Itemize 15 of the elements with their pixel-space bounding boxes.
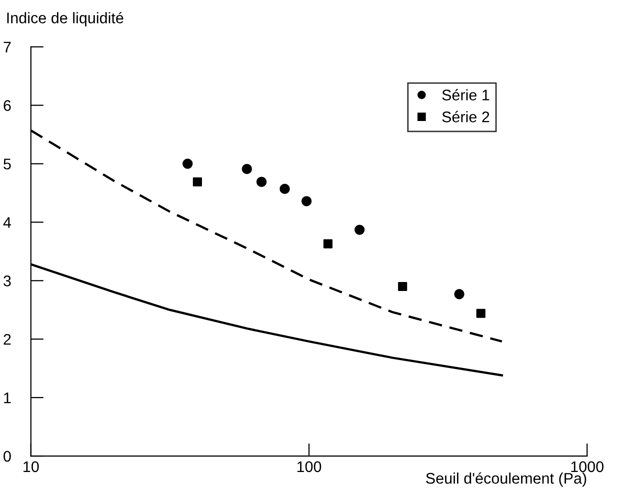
x-tick-label: 10 bbox=[24, 461, 39, 472]
legend-label: Série 2 bbox=[442, 110, 490, 122]
y-tick-label: 7 bbox=[4, 42, 11, 52]
y-tick-label: 5 bbox=[4, 158, 11, 170]
legend-label: Série 1 bbox=[442, 89, 490, 100]
x-axis-title: Seuil d'écoulement (Pa) bbox=[426, 472, 586, 487]
y-tick-label: 0 bbox=[4, 450, 11, 462]
y-axis-title: Indice de liquidité bbox=[7, 12, 124, 26]
x-tick-label: 100 bbox=[297, 461, 322, 472]
y-tick-label: 4 bbox=[3, 217, 12, 228]
y-tick-label: 3 bbox=[4, 276, 11, 286]
y-tick-label: 2 bbox=[4, 334, 11, 345]
x-tick-label: 1000 bbox=[571, 461, 604, 472]
y-tick-label: 1 bbox=[4, 392, 11, 404]
y-tick-label: 6 bbox=[4, 100, 11, 111]
